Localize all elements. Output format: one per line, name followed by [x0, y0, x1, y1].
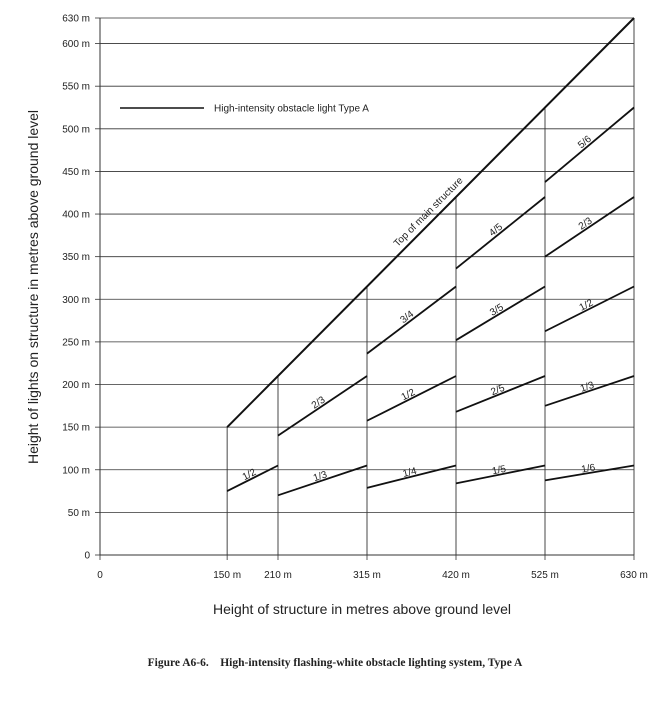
- light-segment: [455, 285, 546, 341]
- y-tick-label: 300 m: [62, 295, 90, 306]
- x-tick-label: 0: [97, 570, 103, 581]
- light-segments: [226, 17, 635, 497]
- y-tick-label: 50 m: [68, 508, 90, 519]
- breakpoint-lines: [226, 18, 635, 555]
- x-axis-title: Height of structure in metres above grou…: [213, 601, 511, 617]
- segment-label: 2/5: [489, 383, 506, 399]
- light-segment: [544, 285, 635, 333]
- light-segment: [277, 375, 368, 437]
- segment-label: 2/3: [310, 394, 328, 411]
- light-segment: [455, 464, 546, 485]
- y-axis-title: Height of lights on structure in metres …: [25, 110, 41, 464]
- legend: High-intensity obstacle light Type A: [120, 104, 369, 115]
- y-tick-label: 450 m: [62, 167, 90, 178]
- light-segment: [544, 464, 635, 482]
- y-tick-label: 0: [84, 551, 90, 562]
- x-tick-label: 525 m: [531, 570, 559, 581]
- segment-label: 2/3: [577, 215, 595, 232]
- segment-label: 1/5: [491, 464, 507, 478]
- light-segment: [366, 375, 457, 422]
- segment-label: 1/3: [312, 469, 329, 484]
- x-tick-label: 630 m: [620, 570, 648, 581]
- y-tick-label: 630 m: [62, 14, 90, 25]
- y-tick-label: 550 m: [62, 82, 90, 93]
- y-tick-label: 400 m: [62, 210, 90, 221]
- light-segment: [544, 106, 635, 183]
- light-segment: [544, 196, 635, 258]
- top-of-structure-line: [226, 17, 635, 428]
- y-tick-label: 250 m: [62, 337, 90, 348]
- light-segment: [544, 375, 635, 407]
- segment-label: 1/6: [581, 462, 597, 475]
- segment-label: 5/6: [576, 133, 594, 151]
- light-segment: [226, 464, 279, 492]
- segment-label: 1/2: [578, 297, 596, 313]
- light-segment: [455, 196, 546, 270]
- figure-caption: Figure A6-6. High-intensity flashing-whi…: [148, 657, 523, 669]
- segment-label: 1/3: [579, 380, 596, 395]
- light-segment: [455, 375, 546, 413]
- light-segment: [366, 464, 457, 489]
- y-tick-label: 150 m: [62, 423, 90, 434]
- y-tick-label: 350 m: [62, 252, 90, 263]
- light-segment: [366, 285, 457, 355]
- segment-label: 1/4: [402, 466, 419, 480]
- segment-label: 4/5: [487, 221, 505, 239]
- segment-label: 1/2: [400, 387, 418, 403]
- segment-label: 3/5: [488, 302, 506, 319]
- x-tick-label: 420 m: [442, 570, 470, 581]
- y-tick-label: 100 m: [62, 465, 90, 476]
- top-of-structure-label: Top of main structure: [392, 175, 466, 249]
- y-tick-label: 500 m: [62, 124, 90, 135]
- y-tick-label: 600 m: [62, 39, 90, 50]
- segment-label: 3/4: [398, 309, 416, 326]
- x-tick-label: 150 m: [213, 570, 241, 581]
- segment-label: 1/2: [241, 467, 259, 483]
- x-tick-label: 315 m: [353, 570, 381, 581]
- y-tick-label: 200 m: [62, 380, 90, 391]
- light-segment: [277, 464, 368, 497]
- x-tick-label: 210 m: [264, 570, 292, 581]
- legend-label: High-intensity obstacle light Type A: [214, 104, 369, 115]
